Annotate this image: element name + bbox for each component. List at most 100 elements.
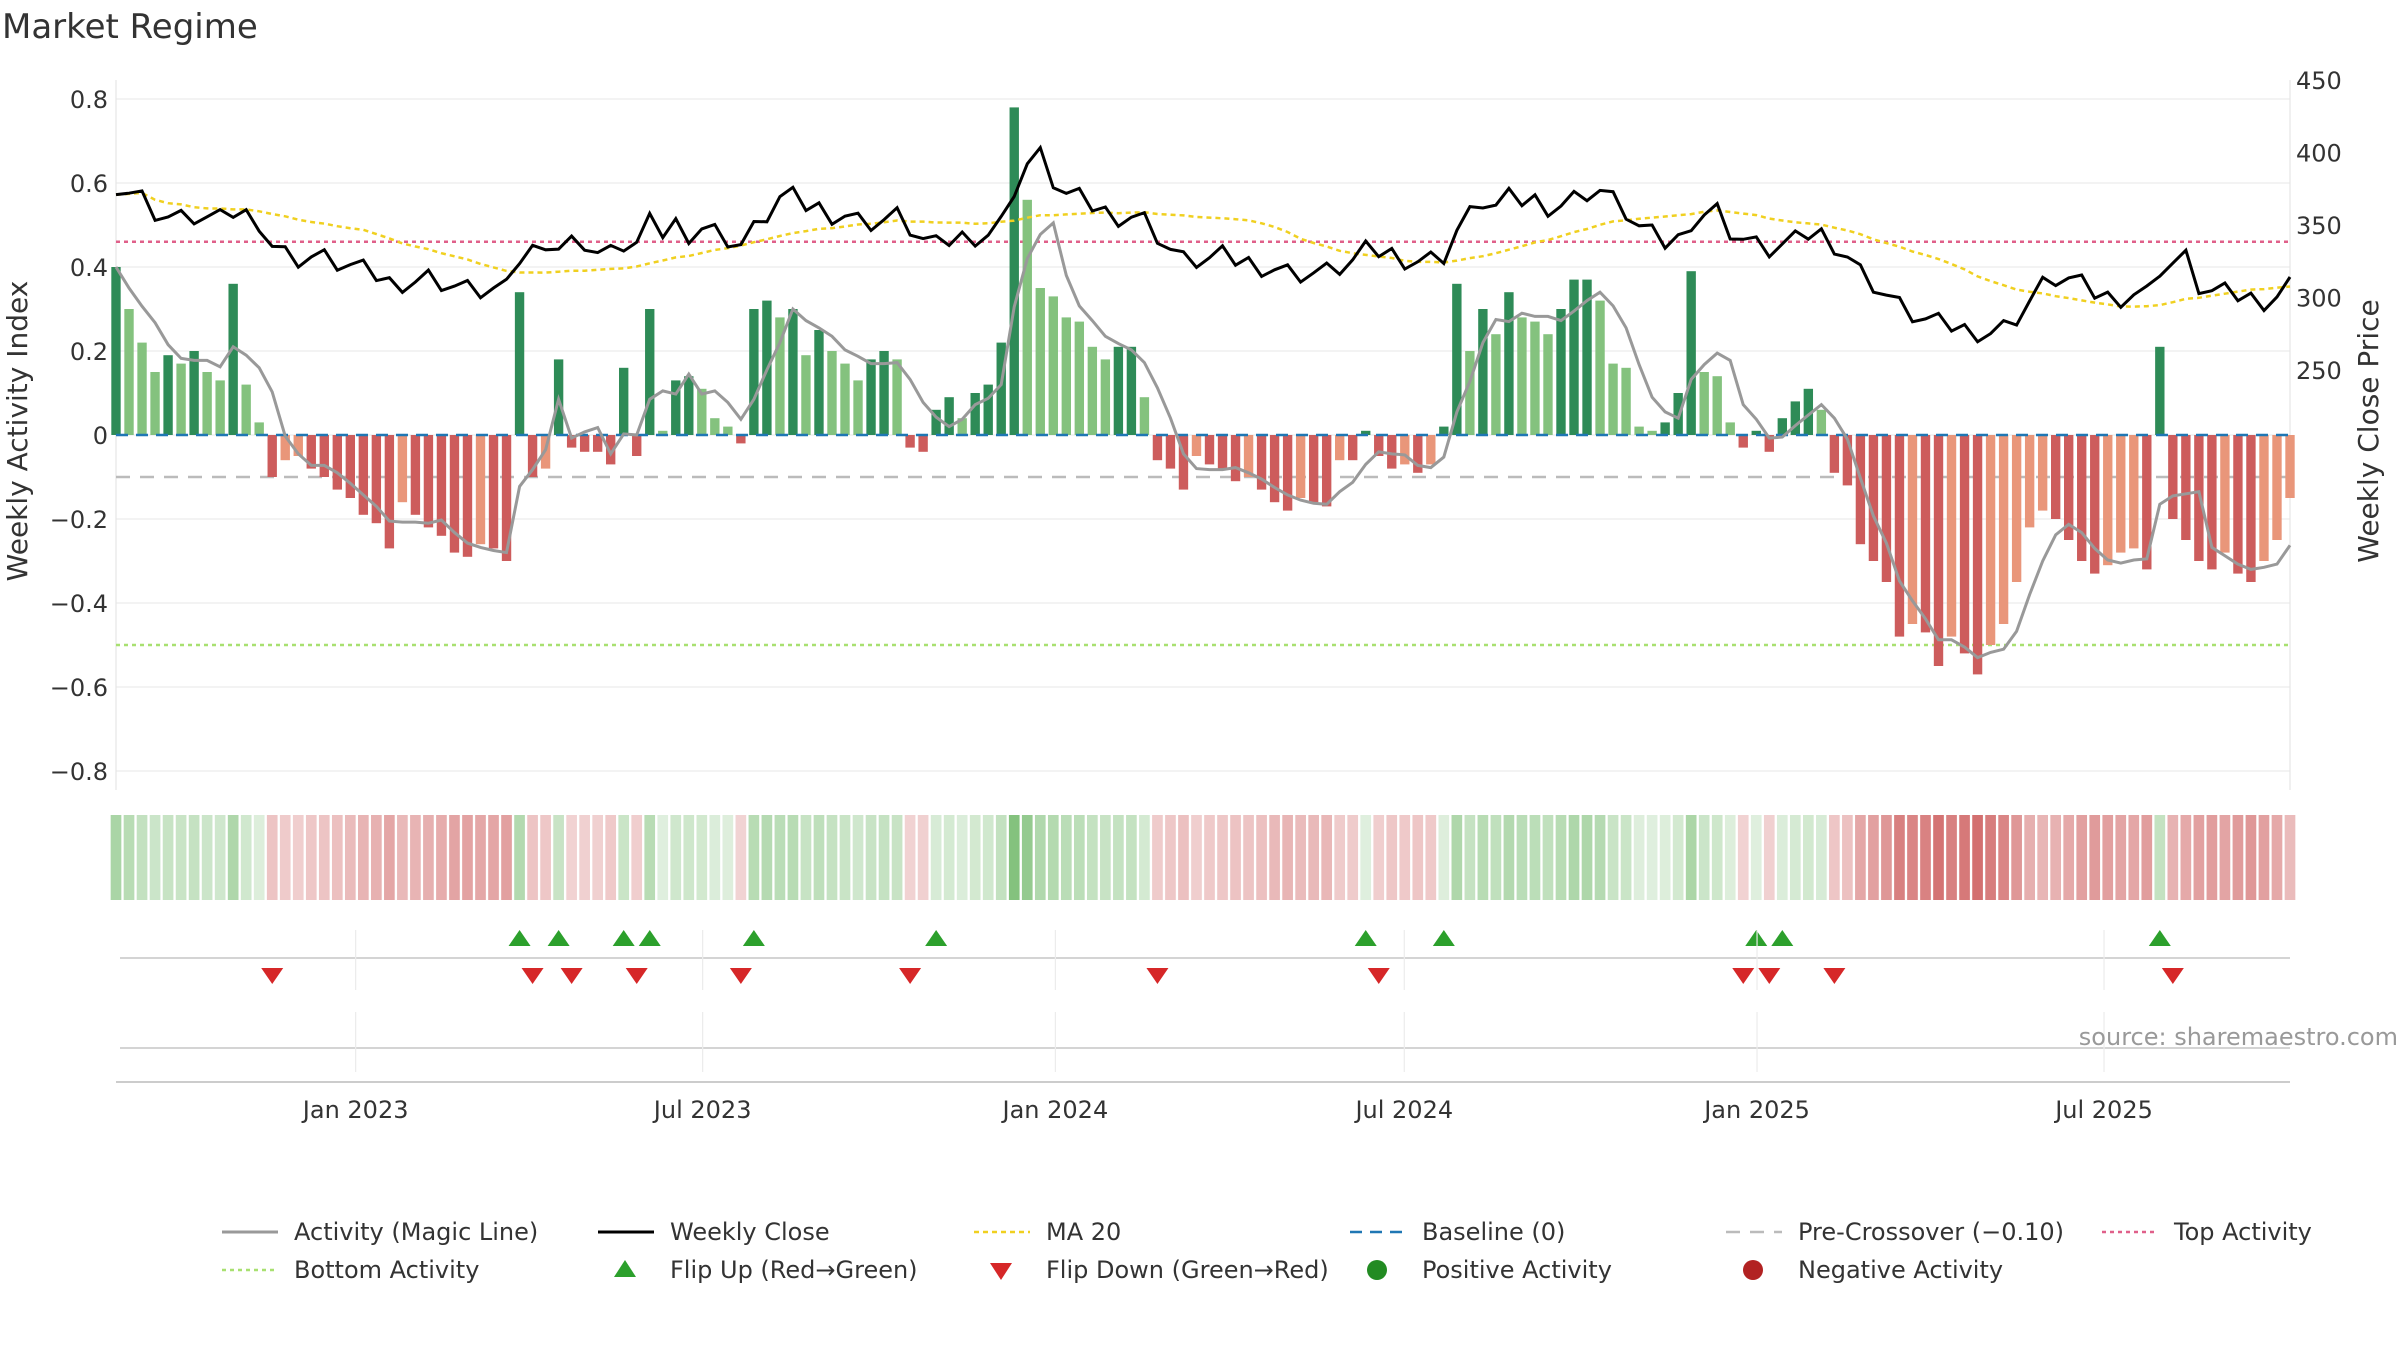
activity-bar	[866, 359, 876, 435]
flip-down-marker	[729, 968, 752, 984]
activity-bar	[202, 372, 212, 435]
regime-cell	[1985, 815, 1996, 900]
activity-bar	[749, 309, 759, 435]
activity-bar	[1920, 435, 1931, 633]
y-tick-label: 0	[93, 422, 108, 450]
activity-bar	[501, 435, 512, 561]
flip-up-marker	[742, 930, 765, 946]
activity-bar	[1100, 359, 1111, 435]
activity-bar	[462, 435, 473, 557]
regime-cell	[1555, 815, 1567, 900]
regime-cell	[1165, 815, 1176, 900]
regime-cell	[2089, 815, 2101, 900]
regime-cell	[397, 815, 408, 900]
regime-cell	[1334, 815, 1346, 900]
activity-bar	[2207, 435, 2217, 570]
regime-cell	[1959, 815, 1970, 900]
activity-bar	[632, 435, 642, 456]
y2-tick-label: 400	[2296, 140, 2342, 168]
activity-bar	[1907, 435, 1918, 624]
activity-bar	[918, 435, 928, 452]
activity-bar	[176, 363, 186, 435]
legend-swatch	[1367, 1260, 1387, 1280]
x-tick-label: Jul 2025	[2053, 1096, 2153, 1124]
regime-cell	[839, 815, 851, 900]
activity-bar	[2233, 435, 2243, 574]
regime-cell	[540, 815, 551, 900]
y-tick-label: 0.8	[70, 86, 108, 114]
regime-cell	[1360, 815, 1372, 900]
flip-down-marker	[1823, 968, 1846, 984]
activity-bar	[840, 363, 850, 435]
activity-bar	[1803, 388, 1814, 435]
activity-bar	[1647, 430, 1657, 435]
regime-cell	[852, 815, 864, 900]
regime-cell	[201, 815, 213, 900]
activity-bar	[814, 330, 824, 435]
regime-cell	[1100, 815, 1111, 900]
flip-down-marker	[2161, 968, 2184, 984]
regime-cell	[1152, 815, 1163, 900]
regime-cell	[514, 815, 525, 900]
regime-cell	[2024, 815, 2035, 900]
activity-bar	[2129, 435, 2139, 549]
activity-bar	[1530, 321, 1540, 435]
legend-label: Positive Activity	[1422, 1256, 1612, 1284]
y2-axis-label: Weekly Close Price	[2352, 299, 2385, 562]
regime-cell	[344, 815, 356, 900]
legend-item-positive: Positive Activity	[1367, 1256, 1612, 1284]
flip-down-marker	[261, 968, 284, 984]
regime-cell	[123, 815, 135, 900]
activity-bar	[254, 422, 264, 435]
regime-cell	[1816, 815, 1827, 900]
activity-bar	[2050, 435, 2061, 519]
flip-down-marker	[899, 968, 922, 984]
legend-label: Bottom Activity	[294, 1256, 479, 1284]
activity-bar	[879, 351, 889, 435]
regime-cell	[1737, 815, 1749, 900]
regime-cell	[1373, 815, 1385, 900]
activity-bar	[1621, 367, 1631, 435]
activity-bar	[358, 435, 369, 515]
regime-cell	[2219, 815, 2231, 900]
regime-cell	[995, 815, 1007, 900]
y-tick-label: −0.6	[50, 674, 108, 702]
regime-cell	[579, 815, 590, 900]
activity-bar	[723, 426, 733, 435]
activity-bar	[1230, 435, 1241, 482]
activity-bar	[827, 351, 837, 435]
activity-bar	[215, 380, 225, 435]
regime-cell	[566, 815, 577, 900]
regime-cell	[1399, 815, 1411, 900]
activity-bar	[163, 355, 173, 435]
regime-cell	[1568, 815, 1580, 900]
activity-bar	[1022, 199, 1032, 435]
flip-up-marker	[638, 930, 661, 946]
legend-item-top_activity: Top Activity	[2102, 1218, 2312, 1246]
activity-bar	[111, 267, 121, 435]
activity-bar	[1321, 435, 1332, 507]
activity-bar	[1308, 435, 1319, 503]
regime-cell	[449, 815, 460, 900]
activity-bar	[1178, 435, 1189, 490]
activity-bar	[150, 372, 160, 435]
regime-cell	[1855, 815, 1866, 900]
chart-title: Market Regime	[2, 7, 258, 47]
regime-cell	[2128, 815, 2140, 900]
regime-cell	[670, 815, 682, 900]
flip-up-marker	[547, 930, 570, 946]
regime-cell	[2167, 815, 2179, 900]
activity-bar	[944, 397, 954, 435]
activity-bar	[2181, 435, 2191, 540]
regime-cell	[423, 815, 434, 900]
regime-cell	[1113, 815, 1124, 900]
weekly-close-line	[115, 144, 2292, 344]
y2-tick-label: 300	[2296, 285, 2342, 313]
regime-cell	[1412, 815, 1424, 900]
regime-cell	[1607, 815, 1619, 900]
regime-cell	[2232, 815, 2244, 900]
activity-bar	[1074, 321, 1085, 435]
regime-cell	[279, 815, 291, 900]
activity-bar	[1048, 296, 1058, 435]
regime-cell	[1711, 815, 1723, 900]
